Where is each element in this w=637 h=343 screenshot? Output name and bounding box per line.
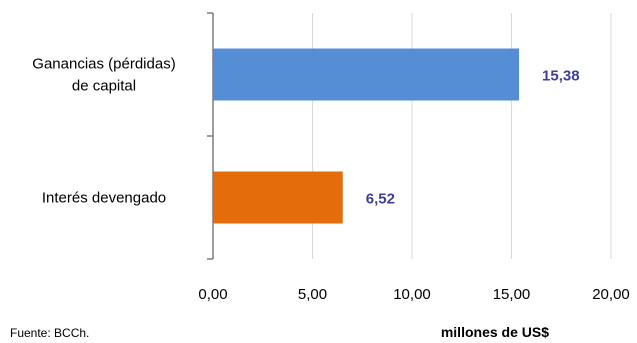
bar-0 (213, 48, 520, 101)
category-label-0: Ganancias (pérdidas) de capital (32, 56, 175, 95)
data-label-0: 15,38 (542, 68, 580, 85)
x-tick-label-0: 0,00 (198, 286, 227, 303)
bars (213, 48, 520, 224)
x-axis-label: millones de US$ (441, 324, 549, 340)
bar-1 (213, 171, 343, 224)
x-tick-label-1: 5,00 (298, 286, 327, 303)
source-note: Fuente: BCCh. (10, 326, 89, 340)
axis (207, 12, 214, 260)
x-tick-label-4: 20,00 (592, 286, 630, 303)
x-tick-label-3: 15,00 (493, 286, 531, 303)
data-label-1: 6,52 (366, 191, 395, 208)
category-label-1: Interés devengado (42, 190, 166, 207)
labels: 0,00 5,00 10,00 15,00 20,00 15,38 Ganancias (p… (32, 56, 629, 304)
x-tick-label-2: 10,00 (393, 286, 431, 303)
